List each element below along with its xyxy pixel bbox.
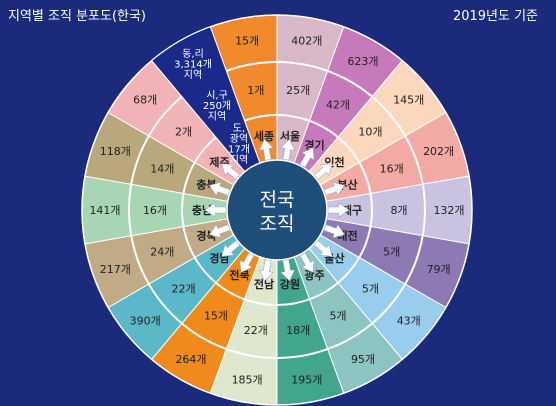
region-inner-count: 22개 (171, 282, 195, 295)
region-inner-count: 16개 (380, 162, 404, 175)
region-outer-count: 118개 (100, 145, 131, 158)
arrow-shape (299, 252, 315, 273)
center-title-line1: 전국 (260, 189, 295, 211)
arrow-shape (221, 163, 241, 180)
outer-ring (81, 14, 473, 406)
region-inner-count: 24개 (150, 246, 174, 259)
middle-ring (128, 61, 426, 359)
region-inner-count: 10개 (358, 126, 382, 139)
region-inner-count: 42개 (326, 98, 350, 111)
center-stack-city-line: 250개 (203, 100, 231, 112)
region-outer-count: 623개 (347, 55, 378, 68)
arrow-shape (239, 252, 255, 273)
arrow-shape (208, 181, 231, 197)
region-inner-count: 14개 (150, 162, 174, 175)
region-outer-count: 185개 (232, 373, 263, 386)
region-inner-count: 15개 (204, 310, 228, 323)
region-name: 세종 (254, 129, 274, 143)
region-name: 대구 (342, 203, 362, 217)
center-circle (226, 159, 328, 261)
region-inner-count: 16개 (143, 204, 167, 217)
arrow-shape (313, 240, 333, 257)
ring-circles (81, 14, 473, 406)
region-outer-count: 402개 (291, 35, 322, 48)
region-name: 충남 (192, 203, 212, 217)
region-labels: 세종1개15개서울25개402개경기42개623개인천10개145개부산16개2… (89, 35, 464, 387)
arrow-shape (280, 259, 296, 282)
arrow-shape (323, 223, 346, 239)
region-name: 서울 (280, 129, 300, 143)
region-inner-count: 8개 (390, 204, 407, 217)
year-label: 2019년도 기준 (452, 9, 538, 24)
region-outer-count: 68개 (133, 93, 157, 106)
region-inner-count: 5개 (383, 246, 400, 259)
inner-ring (181, 114, 373, 306)
region-name: 경기 (304, 138, 324, 152)
region-inner-count: 22개 (244, 324, 268, 337)
arrow-shape (221, 240, 241, 257)
diagram-title: 지역별 조직 분포도(한국) (8, 9, 147, 24)
center-stack-town-line: 3,314개 (174, 59, 212, 71)
arrow-shape (258, 259, 274, 282)
region-inner-count: 5개 (329, 310, 346, 323)
arrow-shape (280, 138, 296, 161)
arrow-shape (258, 138, 274, 161)
center-stack-town-line: 지역 (184, 69, 202, 81)
center-title-line2: 조직 (260, 213, 295, 235)
arrow-shape (299, 147, 315, 168)
region-outer-count: 390개 (130, 315, 161, 328)
region-name: 전남 (254, 277, 274, 291)
region-outer-count: 264개 (175, 353, 206, 366)
center-stack-province-line: 지역 (230, 154, 248, 166)
center-stack-sector (150, 26, 278, 211)
region-outer-count: 132개 (433, 204, 464, 217)
region-name: 광주 (304, 269, 324, 282)
region-inner-count: 5개 (362, 282, 379, 295)
region-outer-count: 43개 (397, 315, 421, 328)
region-outer-count: 79개 (427, 263, 451, 276)
arrow-shape (208, 223, 231, 239)
region-name: 강원 (280, 277, 300, 291)
center-stack-city-line: 지역 (208, 111, 226, 123)
arrow-shape (327, 202, 350, 218)
region-outer-count: 217개 (100, 263, 131, 276)
region-inner-count: 25개 (286, 84, 310, 97)
arrow-shape (323, 181, 346, 197)
arrow-shape (204, 202, 227, 218)
region-name: 전북 (229, 268, 249, 282)
region-outer-count: 141개 (89, 204, 120, 217)
region-outer-count: 15개 (235, 35, 259, 48)
center-stack-province-line: 광역 (230, 133, 248, 145)
region-inner-count: 18개 (286, 324, 310, 337)
center-stack-province-line: 17개 (228, 143, 250, 155)
region-outer-count: 95개 (351, 353, 375, 366)
region-inner-count: 2개 (175, 126, 192, 139)
arrow-shape (313, 163, 333, 180)
center-stack-province-line: 도, (233, 123, 245, 134)
region-outer-count: 195개 (291, 373, 322, 386)
region-outer-count: 202개 (423, 145, 454, 158)
region-outer-count: 145개 (393, 93, 424, 106)
region-inner-count: 1개 (247, 84, 264, 97)
center-stack-city-line: 시,구 (206, 90, 228, 102)
center-stack-town-line: 동,리 (182, 48, 204, 60)
